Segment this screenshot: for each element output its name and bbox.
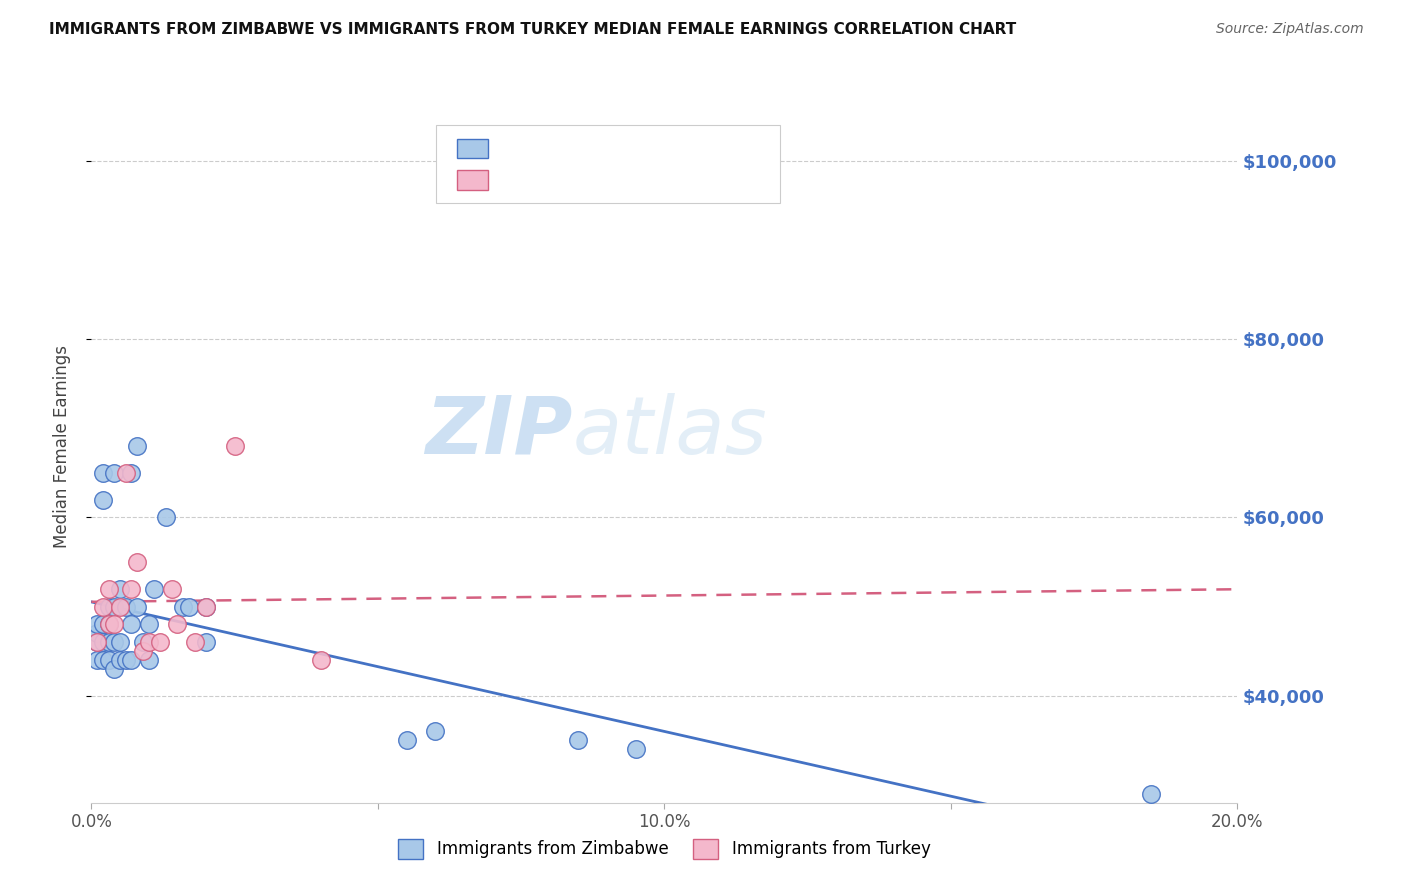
- Point: [86, 635, 108, 649]
- Point: [91, 466, 114, 480]
- Point: [172, 599, 194, 614]
- Point: [97, 599, 120, 614]
- Point: [309, 653, 332, 667]
- Point: [138, 635, 160, 649]
- Point: [108, 635, 131, 649]
- Point: [108, 653, 131, 667]
- Point: [91, 599, 114, 614]
- Point: [97, 653, 120, 667]
- Point: [91, 653, 114, 667]
- Text: -0.309: -0.309: [541, 141, 599, 156]
- Point: [97, 582, 120, 596]
- Point: [155, 510, 177, 524]
- Point: [121, 466, 143, 480]
- Text: N =: N =: [614, 172, 651, 187]
- Point: [86, 635, 108, 649]
- Point: [132, 635, 155, 649]
- Point: [567, 733, 589, 747]
- Point: [138, 653, 160, 667]
- Point: [114, 653, 136, 667]
- Point: [103, 617, 125, 632]
- Text: IMMIGRANTS FROM ZIMBABWE VS IMMIGRANTS FROM TURKEY MEDIAN FEMALE EARNINGS CORREL: IMMIGRANTS FROM ZIMBABWE VS IMMIGRANTS F…: [49, 22, 1017, 37]
- Point: [86, 626, 108, 640]
- Text: atlas: atlas: [572, 392, 768, 471]
- Point: [108, 599, 131, 614]
- Point: [103, 599, 125, 614]
- Point: [114, 599, 136, 614]
- Point: [127, 555, 149, 569]
- Point: [121, 653, 143, 667]
- Point: [103, 466, 125, 480]
- Point: [91, 635, 114, 649]
- Text: R =: R =: [499, 141, 534, 156]
- Point: [103, 662, 125, 676]
- Point: [121, 582, 143, 596]
- Point: [183, 635, 205, 649]
- Point: [97, 635, 120, 649]
- Point: [224, 439, 246, 453]
- Point: [132, 644, 155, 658]
- Text: 18: 18: [651, 172, 673, 187]
- Text: Source: ZipAtlas.com: Source: ZipAtlas.com: [1216, 22, 1364, 37]
- Point: [127, 599, 149, 614]
- Point: [86, 617, 108, 632]
- Y-axis label: Median Female Earnings: Median Female Earnings: [52, 344, 70, 548]
- Point: [149, 635, 172, 649]
- Point: [108, 582, 131, 596]
- Point: [114, 466, 136, 480]
- Text: N =: N =: [614, 141, 651, 156]
- Point: [166, 617, 188, 632]
- Text: 0.197: 0.197: [541, 172, 598, 187]
- Point: [127, 439, 149, 453]
- Point: [423, 724, 446, 739]
- Point: [103, 635, 125, 649]
- Point: [121, 617, 143, 632]
- Legend: Immigrants from Zimbabwe, Immigrants from Turkey: Immigrants from Zimbabwe, Immigrants fro…: [391, 832, 938, 866]
- Point: [194, 599, 217, 614]
- Text: ZIP: ZIP: [425, 392, 572, 471]
- Point: [177, 599, 200, 614]
- Point: [97, 617, 120, 632]
- Point: [1140, 787, 1163, 801]
- Text: 41: 41: [651, 141, 673, 156]
- Point: [395, 733, 418, 747]
- Point: [97, 617, 120, 632]
- Point: [138, 617, 160, 632]
- Point: [91, 492, 114, 507]
- Point: [86, 653, 108, 667]
- Point: [143, 582, 166, 596]
- Text: R =: R =: [499, 172, 534, 187]
- Point: [194, 599, 217, 614]
- Point: [194, 635, 217, 649]
- Point: [624, 742, 647, 756]
- Point: [160, 582, 183, 596]
- Point: [91, 617, 114, 632]
